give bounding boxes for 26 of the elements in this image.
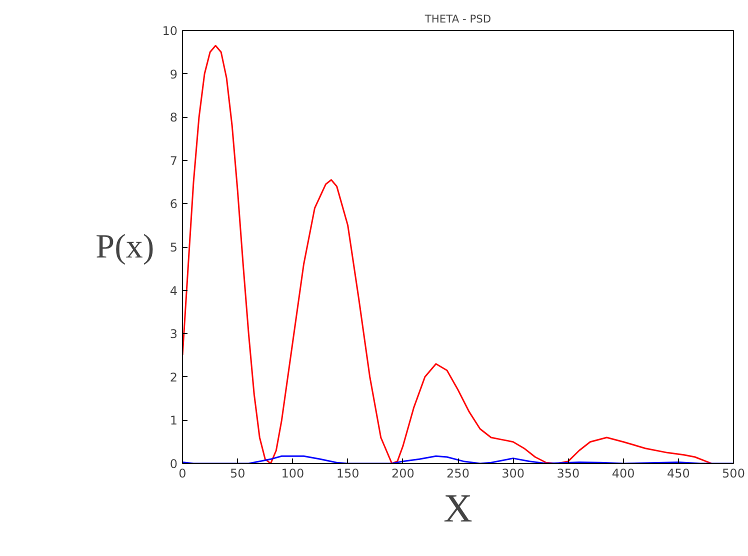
y-tick-label: 3 — [170, 327, 178, 342]
chart-title: THETA - PSD — [424, 12, 492, 26]
x-tick-label: 50 — [230, 466, 246, 480]
x-tick-label: 300 — [502, 466, 525, 480]
x-tick-label: 200 — [391, 466, 414, 480]
x-tick-label: 400 — [612, 466, 635, 480]
y-tick-label: 5 — [170, 240, 178, 254]
x-tick-label: 150 — [336, 466, 360, 480]
y-tick-label: 8 — [170, 110, 178, 125]
y-tick-label: 1 — [170, 414, 178, 428]
y-tick-label: 7 — [170, 154, 178, 168]
y-tick-label: 4 — [170, 284, 178, 298]
x-tick-label: 500 — [722, 466, 745, 480]
y-tick-label: 0 — [170, 457, 178, 471]
y-axis-title: P(x) — [96, 228, 154, 266]
x-tick-label: 350 — [556, 466, 580, 480]
x-axis-title: X — [444, 486, 473, 530]
line-series — [182, 44, 712, 464]
y-tick-label: 2 — [170, 370, 178, 384]
y-tick-label: 6 — [170, 197, 178, 212]
y-tick-label: 9 — [170, 67, 178, 82]
x-tick-label: 250 — [446, 466, 470, 480]
x-tick-label: 450 — [666, 466, 690, 480]
x-tick-label: 0 — [178, 466, 186, 480]
y-tick-label: 10 — [162, 24, 178, 38]
x-tick-label: 100 — [281, 466, 304, 480]
